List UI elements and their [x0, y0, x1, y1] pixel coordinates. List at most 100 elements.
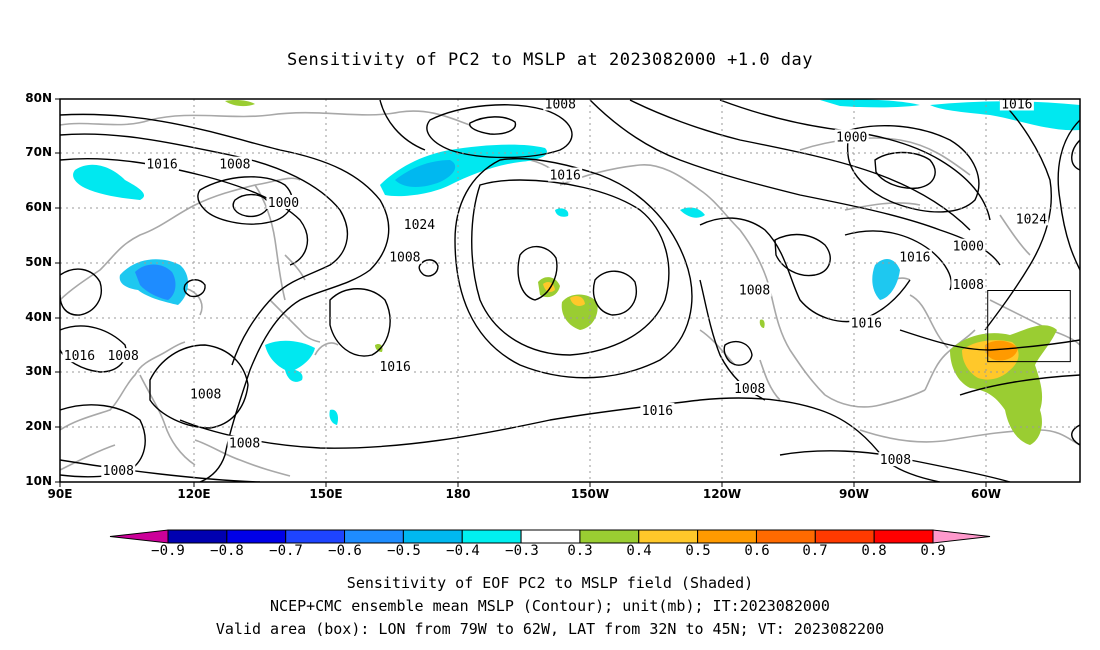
colorbar-cell: [285, 529, 346, 544]
contour-label: 1016: [851, 316, 882, 331]
contour-label: 1008: [103, 464, 134, 479]
map-title: Sensitivity of PC2 to MSLP at 2023082000…: [286, 50, 813, 70]
valid-area-box: [987, 290, 1071, 363]
contour-label: 1008: [734, 382, 765, 397]
lon-label-60w: 60W: [971, 487, 1001, 501]
contour-label-bg: [951, 238, 986, 253]
contour-label: 1016: [1001, 97, 1032, 112]
contour-label: 1008: [229, 437, 260, 452]
contour-label: 1008: [219, 158, 250, 173]
contour-label-bg: [834, 129, 869, 144]
colorbar-label: 0.9: [920, 543, 946, 559]
colorbar-cell: [755, 529, 816, 544]
colorbar-label: 0.7: [802, 543, 828, 559]
contour-label-bg: [387, 249, 422, 264]
colorbar-label: 0.8: [861, 543, 887, 559]
contour-label-bg: [145, 156, 179, 171]
colorbar-label: −0.4: [446, 543, 480, 559]
contour-label-bg: [951, 277, 986, 292]
contour-label: 1016: [379, 360, 410, 375]
colorbar-label: −0.5: [387, 543, 421, 559]
mslp-contours: [60, 99, 1080, 482]
contour-label: 1008: [389, 251, 420, 266]
contour-label-bg: [543, 99, 578, 111]
lon-label-90w: 90W: [839, 487, 869, 501]
lat-label-70n: 70N: [25, 145, 52, 159]
contour-label-bg: [266, 194, 301, 209]
lat-label-10n: 10N: [25, 474, 52, 488]
colorbar-cell: [520, 529, 581, 544]
contour-label-bg: [1014, 211, 1049, 226]
colorbar: [109, 529, 991, 544]
contour-label-bg: [101, 463, 136, 478]
contour-label: 1008: [545, 97, 576, 112]
colorbar-cell: [814, 529, 875, 544]
contour-label-bg: [732, 380, 767, 395]
contour-label-bg: [640, 402, 675, 417]
lat-label-50n: 50N: [25, 255, 52, 269]
grid-lines: [60, 99, 1080, 482]
contour-label-bg: [106, 348, 141, 363]
colorbar-cell: [402, 529, 463, 544]
colorbar-label: 0.5: [685, 543, 711, 559]
contour-label-bg: [548, 167, 583, 182]
axis-ticks: [55, 98, 987, 487]
colorbar-cell: [167, 529, 228, 544]
colorbar-cell: [461, 529, 522, 544]
contour-label: 1000: [268, 196, 299, 211]
contour-label: 1008: [107, 349, 138, 364]
colorbar-cell: [638, 529, 699, 544]
contour-label: 1016: [899, 251, 930, 266]
contour-label: 1000: [953, 240, 984, 255]
colorbar-label: −0.9: [151, 543, 185, 559]
lon-label-180: 180: [445, 487, 471, 501]
contour-label: 1016: [146, 158, 177, 173]
lon-label-90e: 90E: [47, 487, 73, 501]
lon-label-150e: 150E: [309, 487, 343, 501]
lat-label-20n: 20N: [25, 419, 52, 433]
map-frame: [59, 98, 1081, 483]
colorbar-cell: [697, 529, 757, 544]
contour-label: 1024: [1016, 212, 1047, 227]
lat-label-30n: 30N: [25, 364, 52, 378]
colorbar-cell: [873, 529, 934, 544]
contour-label: 1008: [739, 284, 770, 299]
contour-labels: 1008 1016 1000 1016 1008 1016 1000 1024 1024 1008…: [62, 97, 1049, 479]
colorbar-label: 0.4: [626, 543, 652, 559]
colorbar-cell: [579, 529, 640, 544]
contour-label-bg: [999, 99, 1034, 111]
contour-label: 1016: [64, 349, 95, 364]
caption-contour: NCEP+CMC ensemble mean MSLP (Contour); u…: [270, 597, 830, 615]
caption-valid-area: Valid area (box): LON from 79W to 62W, L…: [215, 620, 885, 638]
contour-label: 1008: [190, 387, 221, 402]
colorbar-label: −0.7: [269, 543, 303, 559]
contour-label: 1016: [642, 404, 673, 419]
contour-label: 1024: [404, 218, 435, 233]
contour-label-bg: [737, 282, 772, 297]
contour-label: 1008: [880, 453, 911, 468]
contour-label: 1008: [953, 278, 984, 293]
contour-label-bg: [897, 249, 932, 264]
contour-label-bg: [217, 156, 252, 171]
caption-shaded: Sensitivity of EOF PC2 to MSLP field (Sh…: [346, 574, 754, 592]
lat-label-80n: 80N: [25, 91, 52, 105]
colorbar-label: −0.3: [505, 543, 539, 559]
lon-label-120e: 120E: [177, 487, 211, 501]
contour-label-bg: [402, 216, 437, 231]
lat-label-60n: 60N: [25, 200, 52, 214]
colorbar-label: 0.3: [567, 543, 593, 559]
lat-label-40n: 40N: [25, 310, 52, 324]
contour-label: 1016: [549, 169, 580, 184]
colorbar-cell: [344, 529, 404, 544]
colorbar-label: −0.8: [210, 543, 244, 559]
colorbar-label: 0.6: [744, 543, 770, 559]
lon-label-120w: 120W: [702, 487, 742, 501]
colorbar-low-end: [109, 529, 169, 544]
contour-label-bg: [62, 348, 97, 363]
colorbar-label: −0.6: [328, 543, 362, 559]
contour-label-bg: [188, 386, 223, 401]
contour-label-bg: [378, 359, 413, 374]
colorbar-cell: [226, 529, 287, 544]
shaded-areas: [73, 99, 1080, 445]
